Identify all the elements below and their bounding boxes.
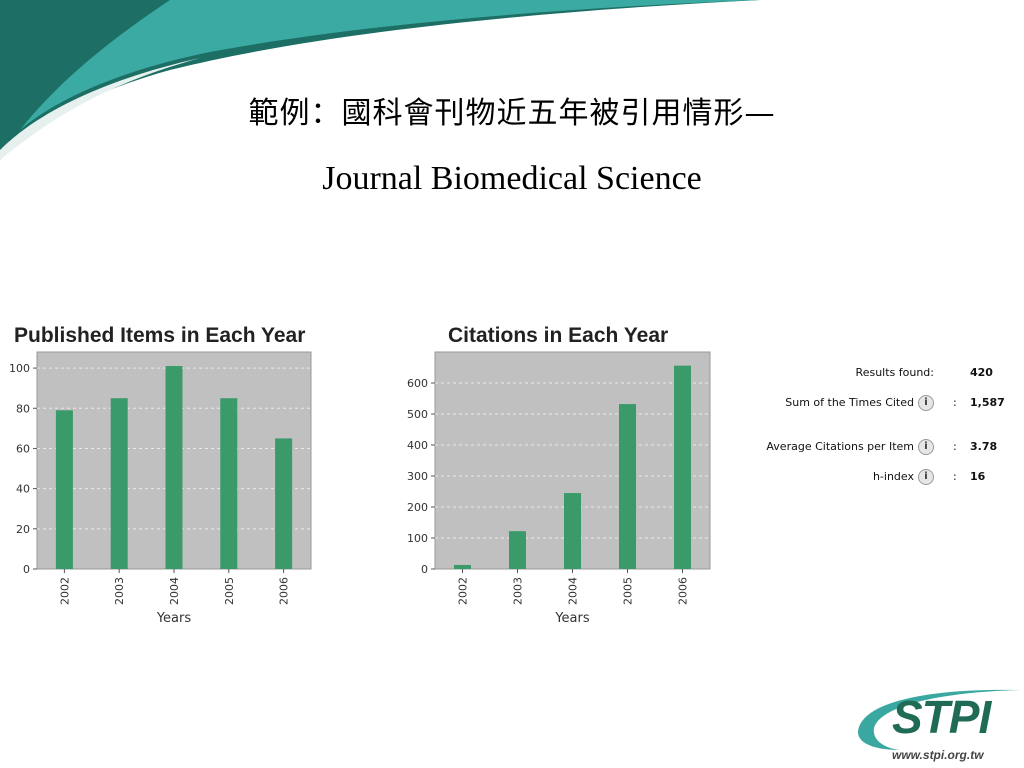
x-tick-label: 2005 xyxy=(223,577,236,605)
bar xyxy=(110,398,128,569)
h-index-row: h-index i : 16 xyxy=(740,468,1024,486)
y-tick-label: 100 xyxy=(407,532,428,545)
info-icon[interactable]: i xyxy=(918,469,934,485)
x-axis-label: Years xyxy=(156,611,192,626)
info-icon[interactable]: i xyxy=(918,439,934,455)
h-index-label-wrap: h-index i xyxy=(873,468,934,486)
sum-times-cited-row: Sum of the Times Cited i : 1,587 xyxy=(740,394,1024,412)
header-swoosh-decoration xyxy=(0,0,760,160)
bar xyxy=(674,365,691,569)
logo-url: www.stpi.org.tw xyxy=(892,748,984,762)
bar xyxy=(55,410,73,569)
x-tick-label: 2006 xyxy=(677,577,690,605)
x-tick-label: 2003 xyxy=(512,577,525,605)
results-found-row: Results found: 420 xyxy=(740,364,1024,382)
citations-chart: Citations in Each Year 0 100 200 300 400 500 60… xyxy=(407,324,711,626)
slide-title-line2: Journal Biomedical Science xyxy=(322,160,702,197)
colon: : xyxy=(953,470,957,483)
colon: : xyxy=(953,396,957,409)
chart-title: Citations in Each Year xyxy=(448,324,668,347)
y-tick-label: 0 xyxy=(23,563,30,576)
results-found-label: Results found: xyxy=(855,366,934,379)
sum-times-cited-label: Sum of the Times Cited xyxy=(785,396,914,409)
bar xyxy=(564,493,581,569)
y-tick-label: 200 xyxy=(407,501,428,514)
y-tick-label: 400 xyxy=(407,439,428,452)
x-tick-label: 2004 xyxy=(567,577,580,605)
sum-times-cited-value: 1,587 xyxy=(970,396,1005,409)
chart-title: Published Items in Each Year xyxy=(14,324,305,347)
logo-swoosh-icon xyxy=(858,689,1020,750)
y-tick-label: 0 xyxy=(421,563,428,576)
h-index-label: h-index xyxy=(872,470,914,483)
bar xyxy=(165,366,183,569)
average-citations-row: Average Citations per Item i : 3.78 xyxy=(740,438,1024,456)
published-items-chart: Published Items in Each Year 0 20 40 60 80 100… xyxy=(9,324,312,626)
bar xyxy=(619,404,636,569)
h-index-value: 16 xyxy=(970,470,986,483)
slide-title-line1: 範例：國科會刊物近五年被引用情形— xyxy=(248,96,776,131)
y-tick-label: 600 xyxy=(407,377,428,390)
y-tick-label: 40 xyxy=(16,483,30,496)
y-tick-label: 100 xyxy=(9,362,30,375)
average-citations-label: Average Citations per Item xyxy=(766,440,914,453)
average-citations-value: 3.78 xyxy=(970,440,998,453)
x-axis-label: Years xyxy=(554,611,590,626)
y-tick-label: 20 xyxy=(16,523,30,536)
x-tick-label: 2005 xyxy=(622,577,635,605)
bar xyxy=(509,531,526,569)
info-icon[interactable]: i xyxy=(918,395,934,411)
sum-times-cited-label-wrap: Sum of the Times Cited i xyxy=(785,394,934,412)
results-found-value: 420 xyxy=(970,366,993,379)
logo-wordmark: STPI xyxy=(892,691,991,743)
x-tick-label: 2003 xyxy=(113,577,126,605)
stpi-logo: STPI www.stpi.org.tw xyxy=(850,684,1024,768)
colon: : xyxy=(953,440,957,453)
y-tick-label: 60 xyxy=(16,442,30,455)
average-citations-label-wrap: Average Citations per Item i xyxy=(766,438,934,456)
x-tick-label: 2002 xyxy=(58,577,71,605)
y-tick-label: 300 xyxy=(407,470,428,483)
x-tick-label: 2002 xyxy=(457,577,470,605)
bar xyxy=(275,438,293,569)
x-tick-label: 2004 xyxy=(168,577,181,605)
bar xyxy=(220,398,238,569)
y-tick-label: 500 xyxy=(407,408,428,421)
bar xyxy=(454,564,471,569)
y-tick-label: 80 xyxy=(16,402,30,415)
x-tick-label: 2006 xyxy=(278,577,291,605)
